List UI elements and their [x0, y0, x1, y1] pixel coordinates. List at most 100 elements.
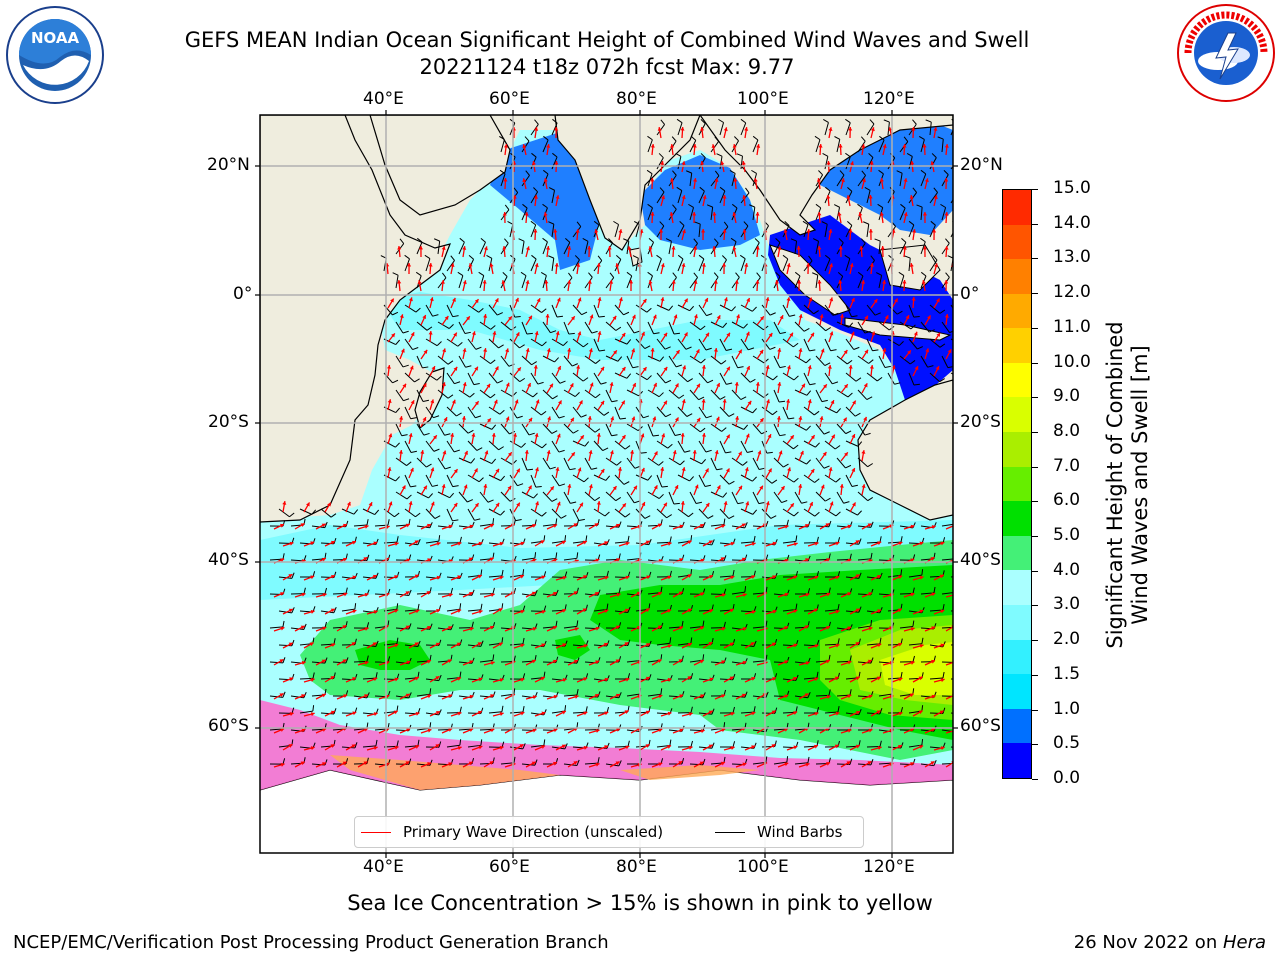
wave-direction-arrowhead — [624, 642, 629, 646]
wave-direction-arrowhead — [877, 541, 882, 546]
wave-direction-arrowhead — [342, 625, 347, 629]
wave-direction-arrowhead — [847, 558, 852, 563]
colorbar-tick-label: 7.0 — [1053, 455, 1081, 476]
wave-direction-arrowhead — [768, 332, 773, 337]
wave-direction-arrowhead — [709, 677, 714, 682]
wind-barb — [656, 304, 674, 311]
wave-direction-arrowhead — [801, 383, 805, 388]
wind-barb — [857, 657, 874, 664]
wave-direction-arrowhead — [910, 592, 915, 597]
wave-direction-arrowhead — [453, 502, 458, 507]
wave-direction-arrowhead — [919, 541, 924, 546]
wave-direction-arrowhead — [453, 332, 457, 337]
wave-direction-arrowhead — [680, 127, 685, 131]
wind-barb — [773, 423, 786, 437]
wave-direction-arrowhead — [535, 399, 540, 404]
wind-barb — [710, 423, 727, 432]
wave-direction-arrowhead — [661, 433, 666, 438]
wind-barb — [710, 355, 727, 365]
wind-barb — [509, 338, 525, 349]
wave-direction-arrowhead — [930, 761, 935, 765]
wave-direction-arrowhead — [755, 280, 760, 284]
wave-direction-arrowhead — [280, 728, 285, 732]
wave-direction-arrowhead — [561, 744, 566, 749]
credit-text: NCEP/EMC/Verification Post Processing Pr… — [13, 932, 609, 953]
wave-direction-arrowhead — [910, 627, 915, 632]
wave-direction-arrowhead — [947, 349, 952, 354]
wave-direction-arrowhead — [671, 280, 676, 284]
wind-barb — [425, 639, 442, 647]
wave-direction-arrowhead — [363, 557, 368, 561]
wave-direction-arrowhead — [784, 762, 789, 767]
wave-direction-arrowhead — [448, 762, 453, 767]
wave-direction-arrowhead — [543, 212, 548, 216]
wave-direction-arrowhead — [422, 315, 427, 319]
wave-direction-arrowhead — [624, 608, 629, 613]
wave-direction-arrowhead — [321, 693, 326, 698]
wave-direction-arrowhead — [855, 744, 860, 749]
wave-direction-arrowhead — [596, 263, 601, 267]
wave-direction-arrowhead — [678, 659, 683, 663]
wave-direction-arrowhead — [793, 711, 798, 715]
wave-direction-arrowhead — [427, 625, 431, 630]
wave-direction-arrowhead — [940, 678, 945, 683]
wave-direction-arrowhead — [388, 433, 393, 438]
wave-direction-arrowhead — [489, 263, 494, 267]
wave-direction-arrowhead — [589, 314, 594, 319]
wave-direction-arrowhead — [583, 643, 588, 648]
wave-direction-arrowhead — [742, 195, 747, 199]
wind-barb — [437, 423, 451, 436]
wind-barb — [446, 536, 462, 544]
wave-direction-arrowhead — [520, 711, 525, 716]
wave-direction-arrowhead — [954, 297, 958, 301]
wave-direction-arrowhead — [487, 418, 491, 423]
wave-direction-arrowhead — [681, 229, 686, 234]
wave-direction-arrowhead — [723, 297, 728, 302]
wave-direction-arrowhead — [709, 609, 714, 613]
wave-direction-arrowhead — [793, 643, 798, 648]
wave-direction-arrow — [955, 745, 965, 750]
wave-direction-arrowhead — [433, 435, 437, 440]
wind-barb — [736, 153, 743, 170]
wind-barb — [710, 321, 728, 328]
wave-direction-arrowhead — [391, 333, 395, 338]
wind-barb — [731, 389, 747, 400]
wind-barb — [458, 321, 471, 335]
right-lat-label-40s: 40°S — [960, 550, 1001, 570]
wave-direction-arrowhead — [742, 229, 747, 233]
wind-barb — [782, 372, 799, 381]
wave-direction-arrowhead — [544, 280, 549, 284]
colorbar-segment — [1003, 362, 1031, 398]
wave-direction-arrowhead — [667, 677, 672, 682]
wind-barb — [446, 406, 462, 417]
wave-direction-arrowhead — [657, 625, 662, 630]
wave-direction-arrowhead — [457, 677, 462, 681]
wind-barb — [773, 321, 786, 335]
wind-barb — [761, 372, 778, 381]
wave-direction-arrowhead — [457, 609, 462, 613]
wave-direction-arrowhead — [517, 367, 521, 372]
wind-barb — [822, 153, 829, 170]
wind-barb — [689, 423, 706, 433]
wave-direction-arrowhead — [609, 450, 614, 455]
wave-direction-arrowhead — [847, 660, 852, 665]
wave-direction-arrowhead — [478, 745, 483, 750]
wave-direction-arrowhead — [457, 541, 462, 546]
wave-direction-arrowhead — [814, 711, 819, 716]
wind-barb — [887, 742, 904, 749]
wave-direction-arrowhead — [553, 694, 558, 699]
wave-direction-arrowhead — [694, 484, 699, 489]
wind-barb — [698, 186, 705, 204]
wave-direction-arrowhead — [919, 643, 924, 648]
wind-barb — [479, 423, 497, 430]
wave-direction-arrowhead — [351, 744, 356, 749]
wave-direction-arrowhead — [615, 625, 620, 630]
wave-direction-arrowhead — [279, 693, 284, 697]
wave-direction-arrowhead — [364, 524, 369, 529]
wind-barb — [752, 654, 768, 663]
wind-barb — [814, 135, 821, 153]
wave-direction-arrowhead — [450, 433, 455, 437]
wind-barb — [863, 221, 870, 238]
wave-direction-arrowhead — [829, 501, 834, 506]
